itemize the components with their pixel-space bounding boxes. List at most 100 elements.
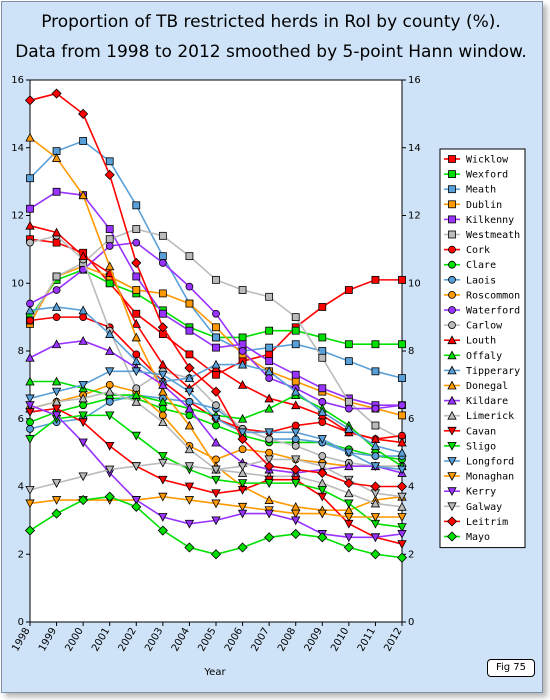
y-tick-label-right: 16 xyxy=(408,75,421,86)
data-point-tipperary xyxy=(51,302,62,311)
data-point-longford xyxy=(184,387,195,397)
data-point-mayo xyxy=(24,525,36,536)
data-point-westmeath xyxy=(371,421,380,430)
data-point-monaghan xyxy=(237,502,248,512)
data-point-waterford xyxy=(158,259,167,267)
data-point-louth xyxy=(51,227,62,237)
data-point-monaghan xyxy=(158,492,168,502)
series-waterford xyxy=(26,238,406,413)
legend-marker xyxy=(446,516,458,527)
series-layer xyxy=(24,88,408,563)
data-point-sligo xyxy=(264,479,274,488)
legend-item: Offaly xyxy=(444,350,502,362)
data-point-kerry xyxy=(291,516,301,526)
chart-subtitle: Data from 1998 to 2012 smoothed by 5-poi… xyxy=(15,42,527,62)
data-point-cavan xyxy=(184,482,195,492)
data-point-tipperary xyxy=(344,424,354,433)
legend-item: Meath xyxy=(444,185,496,196)
data-point-cavan xyxy=(51,404,62,414)
data-point-donegal xyxy=(184,420,195,430)
x-axis-label: Year xyxy=(204,667,226,678)
x-tick-label: 1998 xyxy=(10,626,32,654)
data-point-meath xyxy=(398,374,406,383)
legend-label: Mayo xyxy=(466,532,490,543)
data-point-wexford xyxy=(318,333,327,342)
data-point-wexford xyxy=(398,340,406,349)
legend-item: Longford xyxy=(444,457,514,468)
legend-marker xyxy=(448,321,456,330)
data-point-limerick xyxy=(105,386,115,396)
y-tick-label-right: 12 xyxy=(408,211,421,222)
series-mayo xyxy=(24,491,408,563)
data-point-limerick xyxy=(344,488,354,498)
legend-label: Monaghan xyxy=(466,472,514,483)
data-point-galway xyxy=(264,455,274,465)
data-point-leitrim xyxy=(51,88,62,99)
data-point-kerry xyxy=(264,509,274,519)
data-point-sligo xyxy=(78,411,88,421)
data-point-westmeath xyxy=(344,397,353,406)
data-point-westmeath xyxy=(265,292,274,301)
data-point-longford xyxy=(51,387,62,397)
data-point-limerick xyxy=(158,417,168,427)
data-point-cork xyxy=(79,313,88,322)
legend-label: Waterford xyxy=(466,306,520,317)
legend-label: Roscommon xyxy=(466,290,520,301)
data-point-waterford xyxy=(371,404,380,413)
legend-label: Westmeath xyxy=(466,230,520,241)
data-point-louth xyxy=(158,359,168,369)
legend-label: Limerick xyxy=(466,411,514,422)
y-tick-label-right: 14 xyxy=(408,143,421,154)
data-point-galway xyxy=(237,462,248,472)
data-point-laois xyxy=(371,452,380,460)
legend-marker xyxy=(448,306,456,314)
data-point-louth xyxy=(25,220,35,230)
data-point-kilkenny xyxy=(265,357,274,366)
data-point-louth xyxy=(131,319,141,328)
data-point-laois xyxy=(105,397,114,406)
data-point-louth xyxy=(237,380,248,389)
data-point-leitrim xyxy=(317,467,328,479)
data-point-kerry xyxy=(25,401,35,411)
data-point-monaghan xyxy=(184,496,195,505)
data-point-wexford xyxy=(238,333,247,342)
y-tick-label-right: 4 xyxy=(408,482,414,493)
data-point-kerry xyxy=(51,411,62,421)
data-point-galway xyxy=(158,458,168,468)
data-point-mayo xyxy=(317,532,328,543)
data-point-galway xyxy=(78,472,88,482)
data-point-kilkenny xyxy=(132,272,141,281)
legend-label: Galway xyxy=(466,502,502,513)
data-point-galway xyxy=(51,479,62,488)
series-leitrim xyxy=(24,88,408,492)
legend-marker xyxy=(447,395,457,405)
data-point-cavan xyxy=(397,540,407,549)
data-point-meath xyxy=(26,174,34,183)
data-point-sligo xyxy=(158,452,168,461)
data-point-kilkenny xyxy=(212,343,220,352)
legend-item: Kerry xyxy=(444,487,496,498)
data-point-donegal xyxy=(131,332,141,342)
data-point-carlow xyxy=(318,452,327,460)
data-point-westmeath xyxy=(291,313,300,322)
data-point-kerry xyxy=(78,438,88,448)
data-point-mayo xyxy=(237,542,248,553)
legend-marker xyxy=(446,531,458,542)
data-point-mayo xyxy=(157,525,168,536)
data-point-dublin xyxy=(212,323,220,332)
y-tick-label: 10 xyxy=(11,278,24,289)
data-point-cork xyxy=(318,418,327,427)
data-point-donegal xyxy=(105,261,115,271)
data-point-cavan xyxy=(211,489,221,499)
x-tick-label: 1999 xyxy=(37,626,59,654)
data-point-mayo xyxy=(51,508,62,519)
data-point-cavan xyxy=(105,441,115,451)
data-point-meath xyxy=(212,333,220,342)
data-point-wicklow xyxy=(318,303,327,311)
data-point-mayo xyxy=(104,491,115,502)
legend-label: Laois xyxy=(466,275,496,286)
x-tick-label: 2007 xyxy=(249,626,271,654)
legend-item: Louth xyxy=(444,335,496,347)
data-point-monaghan xyxy=(51,496,62,505)
data-point-clare xyxy=(158,404,167,413)
